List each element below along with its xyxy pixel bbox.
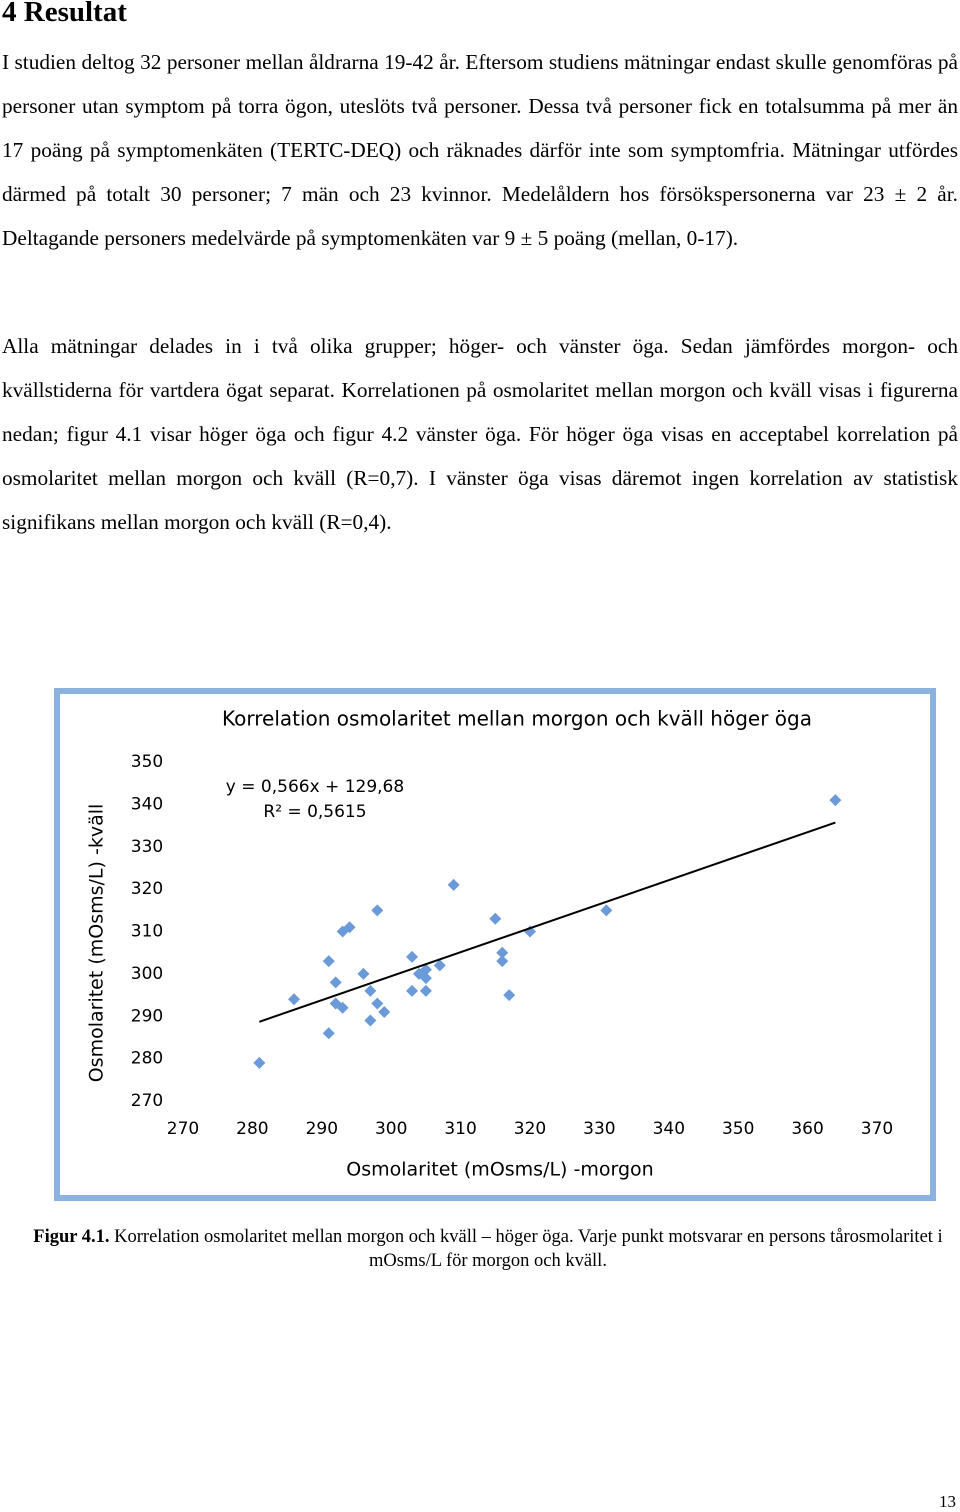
x-tick-label: 290 [306, 1119, 338, 1139]
y-axis-label: Osmolaritet (mOsms/L) -kväll [86, 804, 108, 1083]
data-point [433, 959, 446, 972]
data-point [447, 878, 460, 891]
data-point [371, 904, 384, 917]
page-number: 13 [939, 1492, 956, 1511]
x-tick-label: 340 [653, 1119, 685, 1139]
data-point [288, 993, 301, 1006]
caption-label: Figur 4.1. [33, 1227, 110, 1247]
chart-title: Korrelation osmolaritet mellan morgon oc… [222, 707, 812, 731]
data-point [322, 955, 335, 968]
data-point [322, 1027, 335, 1040]
x-tick-label: 280 [236, 1119, 268, 1139]
data-point [357, 967, 370, 980]
data-point [496, 955, 509, 968]
data-point [600, 904, 613, 917]
data-point [343, 921, 356, 934]
data-point [364, 1014, 377, 1027]
y-tick-label: 310 [131, 922, 163, 942]
data-point [336, 1001, 349, 1014]
data-point [329, 976, 342, 989]
x-tick-label: 270 [167, 1119, 199, 1139]
data-point [253, 1056, 266, 1069]
x-tick-label: 320 [514, 1119, 546, 1139]
x-tick-label: 360 [791, 1119, 823, 1139]
y-tick-label: 270 [131, 1091, 163, 1111]
caption-text: Korrelation osmolaritet mellan morgon oc… [114, 1227, 943, 1271]
x-tick-label: 300 [375, 1119, 407, 1139]
y-tick-label: 340 [131, 794, 163, 814]
x-tick-label: 330 [583, 1119, 615, 1139]
y-tick-label: 320 [131, 879, 163, 899]
y-tick-label: 330 [131, 837, 163, 857]
data-point [371, 997, 384, 1010]
x-tick-label: 350 [722, 1119, 754, 1139]
data-point [489, 912, 502, 925]
paragraph: Alla mätningar delades in i två olika gr… [2, 334, 958, 534]
trendline [259, 821, 836, 1023]
data-point [419, 972, 432, 985]
data-point [364, 984, 377, 997]
data-point [496, 946, 509, 959]
y-tick-label: 350 [131, 752, 163, 772]
data-point [419, 984, 432, 997]
y-tick-label: 300 [131, 964, 163, 984]
data-point [406, 950, 419, 963]
heading: 4 Resultat [2, 0, 127, 28]
caption: Figur 4.1. Korrelation osmolaritet mella… [30, 1225, 946, 1273]
r-squared: R² = 0,5615 [263, 802, 366, 822]
equation: y = 0,566x + 129,68 [226, 777, 404, 797]
data-point [378, 1006, 391, 1019]
y-tick-label: 280 [131, 1049, 163, 1069]
chart: Korrelation osmolaritet mellan morgon oc… [54, 688, 936, 1201]
x-axis-label: Osmolaritet (mOsms/L) -morgon [346, 1159, 653, 1181]
x-tick-label: 370 [861, 1119, 893, 1139]
paragraph: I studien deltog 32 personer mellan åldr… [2, 50, 958, 250]
x-tick-label: 310 [444, 1119, 476, 1139]
data-point [503, 989, 516, 1002]
data-point [829, 794, 842, 807]
chart-frame [54, 688, 936, 1201]
data-point [419, 963, 432, 976]
data-point [406, 984, 419, 997]
y-tick-label: 290 [131, 1006, 163, 1026]
